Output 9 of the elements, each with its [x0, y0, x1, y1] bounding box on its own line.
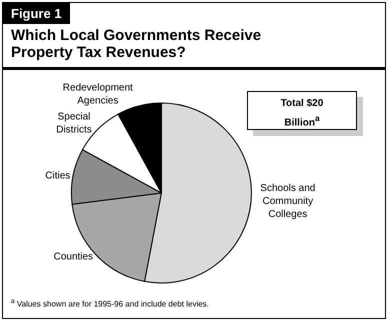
slice-label: Counties — [54, 252, 94, 263]
slice-label: Schools and Community Colleges — [260, 183, 316, 220]
chart-subtitle: Figure 1 — [3, 3, 70, 24]
slice-label: Cities — [45, 170, 70, 182]
slice-label: Redevelopment Agencies — [62, 82, 134, 107]
text: $^{a}$ Values shown are for 1995-96 and include debt levies. — [11, 298, 209, 309]
slice-label: Special Districts — [56, 111, 92, 136]
text: Total $20 Billion$^{a}$ — [247, 91, 357, 130]
chart-title: Which Local Governments Receive Property Tax Revenues? — [11, 27, 262, 61]
